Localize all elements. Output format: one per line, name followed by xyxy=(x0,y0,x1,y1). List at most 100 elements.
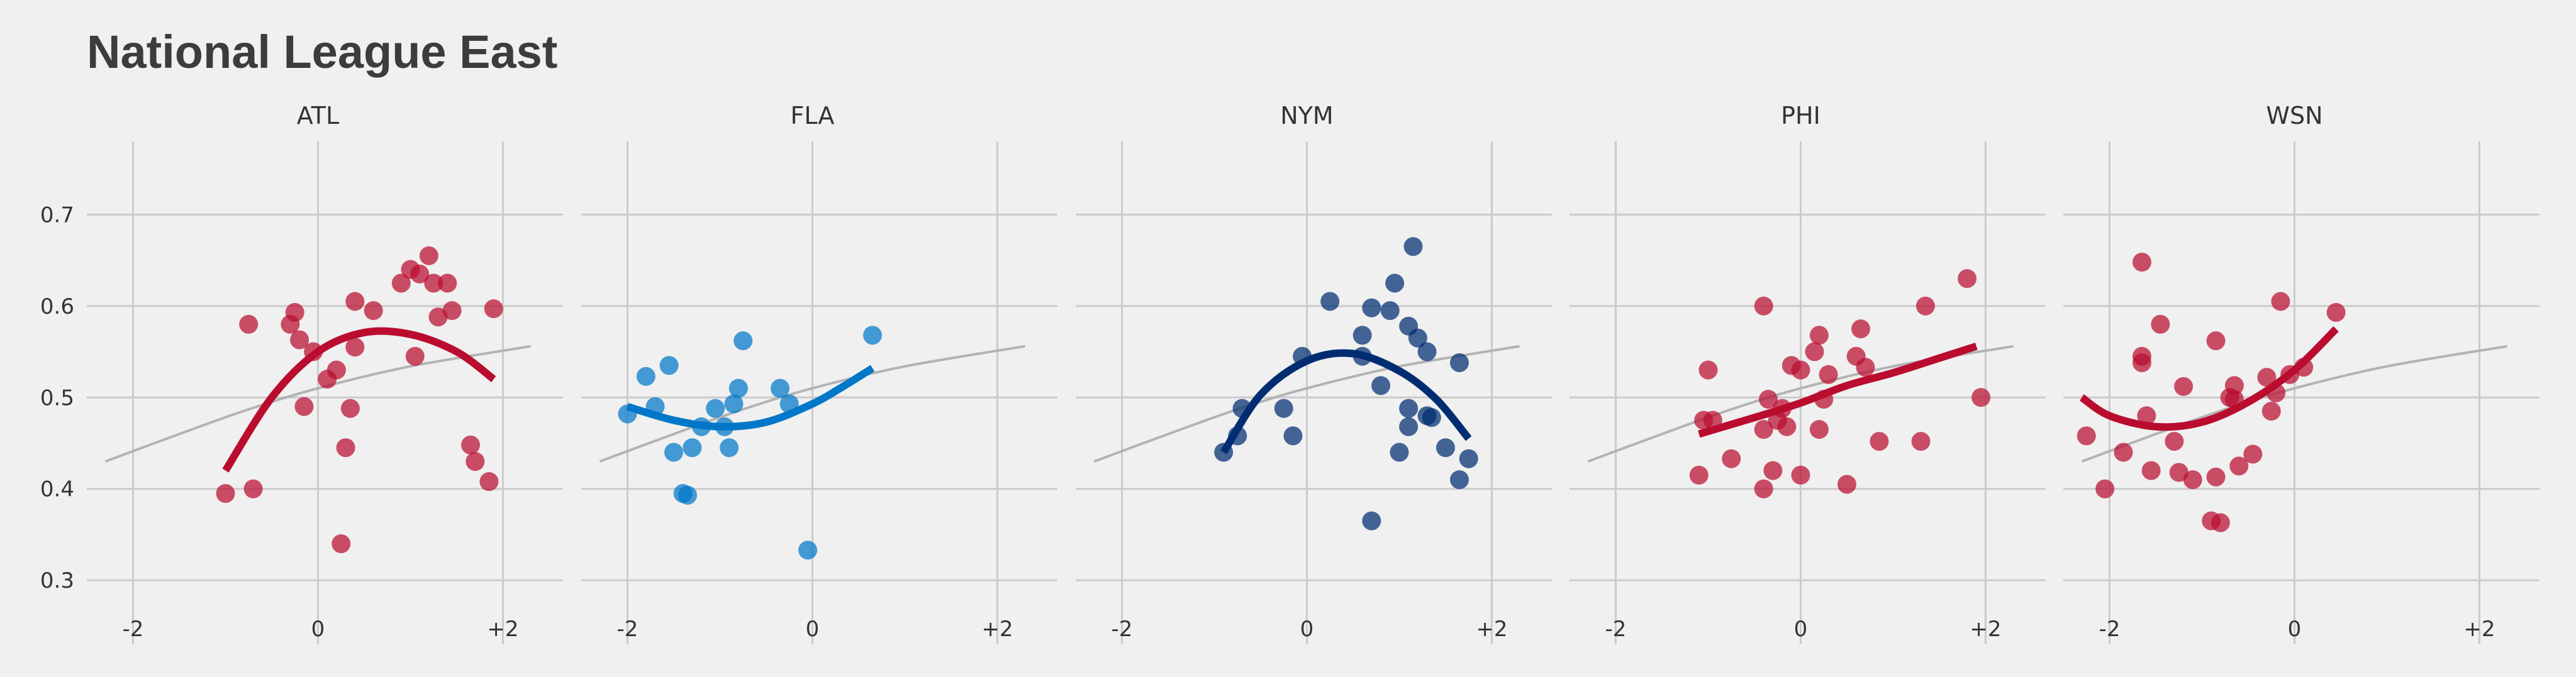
panel-fla: FLA -2 0 +2 xyxy=(581,102,1057,644)
data-point xyxy=(2174,377,2194,396)
panel-title: WSN xyxy=(2266,102,2322,129)
data-point xyxy=(479,472,499,492)
data-point xyxy=(1385,273,1405,293)
data-point xyxy=(216,484,235,503)
data-point xyxy=(659,356,679,375)
data-point xyxy=(410,264,430,283)
data-point xyxy=(728,378,748,398)
data-point xyxy=(733,331,753,351)
data-point xyxy=(1352,326,1372,345)
data-point xyxy=(419,246,438,265)
x-tick-label: +2 xyxy=(2463,617,2495,642)
data-point xyxy=(1362,511,1381,531)
data-point xyxy=(1809,420,1829,439)
x-tick-label: +2 xyxy=(1476,617,1507,642)
data-point xyxy=(1390,443,1409,462)
panel-wsn: WSN -2 0 +2 xyxy=(2063,102,2540,644)
y-tick-label: 0.5 xyxy=(40,385,74,410)
data-point xyxy=(1436,438,1455,458)
panel-phi: PHI -2 0 +2 xyxy=(1570,102,2046,644)
data-point xyxy=(484,299,503,319)
data-point xyxy=(424,273,443,293)
data-point xyxy=(1754,420,1773,439)
data-point xyxy=(2132,253,2151,272)
data-point xyxy=(1915,296,1935,316)
data-point xyxy=(438,273,457,293)
fit-curve xyxy=(626,365,875,431)
x-tick-label: -2 xyxy=(123,617,144,642)
fit-curve xyxy=(2079,326,2339,431)
data-point xyxy=(364,301,383,321)
data-point xyxy=(1837,475,1856,494)
data-point xyxy=(1791,360,1810,380)
fit-curve xyxy=(222,327,496,473)
data-point xyxy=(1754,479,1773,498)
panel-title: ATL xyxy=(297,102,339,129)
data-point xyxy=(1320,292,1340,311)
data-point xyxy=(1809,326,1829,345)
data-point xyxy=(1763,461,1783,480)
data-point xyxy=(2114,443,2133,462)
data-point xyxy=(1371,376,1391,395)
data-point xyxy=(1805,342,1824,361)
data-point xyxy=(1283,426,1303,446)
data-point xyxy=(332,534,351,553)
data-point xyxy=(1450,470,1469,490)
data-point xyxy=(2211,513,2230,532)
y-tick-label: 0.3 xyxy=(40,568,74,593)
data-point xyxy=(294,397,314,416)
data-point xyxy=(340,399,360,418)
data-point xyxy=(636,366,655,386)
panel-title: PHI xyxy=(1781,102,1820,129)
data-point xyxy=(724,394,744,414)
chart-title: National League East xyxy=(87,26,558,78)
data-point xyxy=(771,378,790,398)
data-point xyxy=(442,301,462,321)
x-tick-label: -2 xyxy=(1112,617,1133,642)
data-point xyxy=(2151,314,2170,334)
panel-nym: NYM -2 0 +2 xyxy=(1076,102,1552,644)
data-point xyxy=(1971,388,1991,407)
x-tick-label: 0 xyxy=(311,617,325,642)
x-tick-label: 0 xyxy=(2288,617,2302,642)
x-tick-label: -2 xyxy=(617,617,638,642)
data-point xyxy=(1380,301,1400,321)
data-point xyxy=(2077,426,2096,446)
x-tick-label: +2 xyxy=(487,617,518,642)
data-point xyxy=(1689,465,1709,485)
data-point xyxy=(2224,376,2244,395)
data-point xyxy=(1819,365,1838,384)
x-tick-label: 0 xyxy=(1300,617,1314,642)
x-tick-label: 0 xyxy=(1794,617,1808,642)
data-point xyxy=(1791,465,1810,485)
data-point xyxy=(243,479,263,498)
fit-curve xyxy=(1698,343,1978,438)
data-point xyxy=(1759,390,1778,409)
data-point xyxy=(683,438,702,458)
y-tick-label: 0.6 xyxy=(40,294,74,319)
x-tick-label: -2 xyxy=(2099,617,2121,642)
data-point xyxy=(2243,444,2263,464)
data-point xyxy=(405,346,425,366)
panel-atl: ATL -2 0 +2 0.3 0.4 0.5 0.6 0.7 xyxy=(40,102,563,644)
data-point xyxy=(720,438,739,458)
data-point xyxy=(2206,467,2226,487)
x-tick-label: +2 xyxy=(1970,617,2001,642)
data-point xyxy=(2271,292,2290,311)
data-point xyxy=(664,443,683,462)
data-point xyxy=(290,330,309,350)
data-point xyxy=(239,314,259,334)
data-point xyxy=(1722,449,1741,468)
data-point xyxy=(461,435,481,454)
data-point xyxy=(1870,432,1889,451)
data-point xyxy=(391,273,411,293)
data-point xyxy=(1459,449,1478,468)
data-point xyxy=(1274,399,1293,418)
reference-line xyxy=(104,344,531,463)
data-point xyxy=(2095,479,2115,498)
data-point xyxy=(2206,331,2226,351)
data-point xyxy=(1399,399,1419,418)
data-point xyxy=(345,292,365,311)
